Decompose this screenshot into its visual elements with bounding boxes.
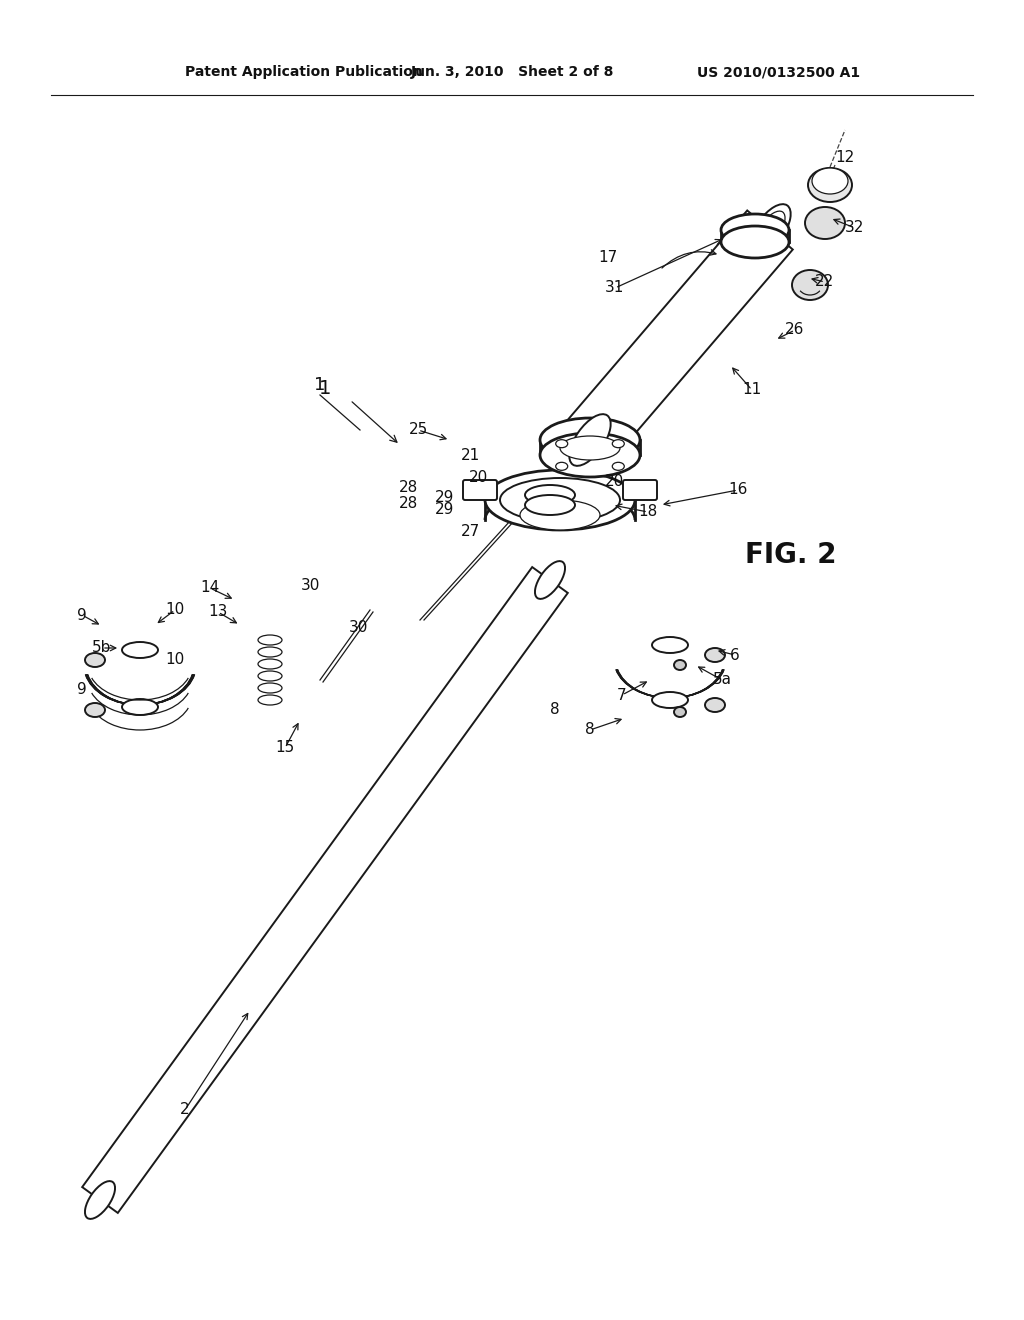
Ellipse shape — [652, 692, 688, 708]
FancyBboxPatch shape — [623, 480, 657, 500]
Polygon shape — [82, 568, 567, 1213]
Ellipse shape — [755, 211, 785, 249]
Ellipse shape — [540, 418, 640, 462]
Ellipse shape — [560, 436, 620, 459]
Text: 29: 29 — [435, 503, 455, 517]
Ellipse shape — [612, 440, 625, 447]
Ellipse shape — [750, 205, 791, 256]
Ellipse shape — [500, 478, 620, 521]
Ellipse shape — [721, 226, 790, 257]
Ellipse shape — [612, 462, 625, 470]
Ellipse shape — [85, 704, 105, 717]
Ellipse shape — [808, 168, 852, 202]
Text: 27: 27 — [461, 524, 479, 540]
Text: 11: 11 — [742, 383, 762, 397]
Ellipse shape — [258, 647, 282, 657]
Text: 30: 30 — [348, 620, 368, 635]
Ellipse shape — [122, 642, 158, 657]
Text: 31: 31 — [605, 281, 625, 296]
Text: 9: 9 — [77, 607, 87, 623]
Ellipse shape — [540, 433, 640, 477]
Text: FIG. 2: FIG. 2 — [745, 541, 837, 569]
Text: 8: 8 — [550, 702, 560, 718]
Ellipse shape — [705, 648, 725, 663]
Ellipse shape — [525, 495, 575, 515]
Text: 5b: 5b — [92, 640, 112, 656]
Text: 20: 20 — [468, 470, 487, 486]
Text: 6: 6 — [730, 648, 740, 663]
Ellipse shape — [705, 698, 725, 711]
Ellipse shape — [485, 470, 635, 531]
Text: 10: 10 — [165, 652, 184, 668]
Ellipse shape — [652, 638, 688, 653]
Text: 25: 25 — [409, 422, 428, 437]
Text: 7: 7 — [617, 688, 627, 702]
Ellipse shape — [258, 635, 282, 645]
Text: 28: 28 — [398, 495, 418, 511]
Text: 9: 9 — [77, 682, 87, 697]
Ellipse shape — [85, 653, 105, 667]
Text: 30: 30 — [300, 578, 319, 593]
Text: 18: 18 — [638, 504, 657, 520]
Ellipse shape — [812, 168, 848, 194]
Ellipse shape — [805, 207, 845, 239]
Ellipse shape — [258, 696, 282, 705]
Ellipse shape — [556, 462, 567, 470]
Text: 17: 17 — [598, 251, 617, 265]
Text: Patent Application Publication: Patent Application Publication — [185, 65, 423, 79]
Text: 16: 16 — [728, 483, 748, 498]
Polygon shape — [567, 210, 793, 459]
Ellipse shape — [535, 561, 565, 599]
Text: 21: 21 — [461, 447, 479, 462]
Text: 14: 14 — [201, 581, 219, 595]
Text: 29: 29 — [435, 490, 455, 504]
Text: 1: 1 — [314, 376, 326, 393]
Ellipse shape — [85, 1181, 115, 1218]
Text: Jun. 3, 2010   Sheet 2 of 8: Jun. 3, 2010 Sheet 2 of 8 — [411, 65, 613, 79]
Ellipse shape — [258, 682, 282, 693]
Text: 12: 12 — [835, 150, 854, 165]
Ellipse shape — [721, 214, 790, 246]
Ellipse shape — [792, 271, 828, 300]
Text: 13: 13 — [208, 605, 227, 619]
Ellipse shape — [520, 500, 600, 531]
Ellipse shape — [569, 414, 610, 466]
Text: US 2010/0132500 A1: US 2010/0132500 A1 — [697, 65, 860, 79]
Text: 10: 10 — [165, 602, 184, 618]
Text: 8: 8 — [585, 722, 595, 738]
FancyBboxPatch shape — [463, 480, 497, 500]
Text: 32: 32 — [846, 220, 864, 235]
Text: 15: 15 — [275, 741, 295, 755]
Ellipse shape — [674, 660, 686, 671]
Text: 5a: 5a — [713, 672, 731, 688]
Ellipse shape — [258, 659, 282, 669]
Ellipse shape — [674, 708, 686, 717]
Ellipse shape — [122, 700, 158, 715]
Ellipse shape — [556, 440, 567, 447]
Text: 2: 2 — [180, 1102, 189, 1118]
Text: 1: 1 — [318, 379, 331, 397]
Text: 22: 22 — [815, 275, 835, 289]
Ellipse shape — [258, 671, 282, 681]
Text: 20: 20 — [605, 474, 625, 490]
Text: 28: 28 — [398, 480, 418, 495]
Ellipse shape — [525, 484, 575, 506]
Text: 26: 26 — [785, 322, 805, 338]
